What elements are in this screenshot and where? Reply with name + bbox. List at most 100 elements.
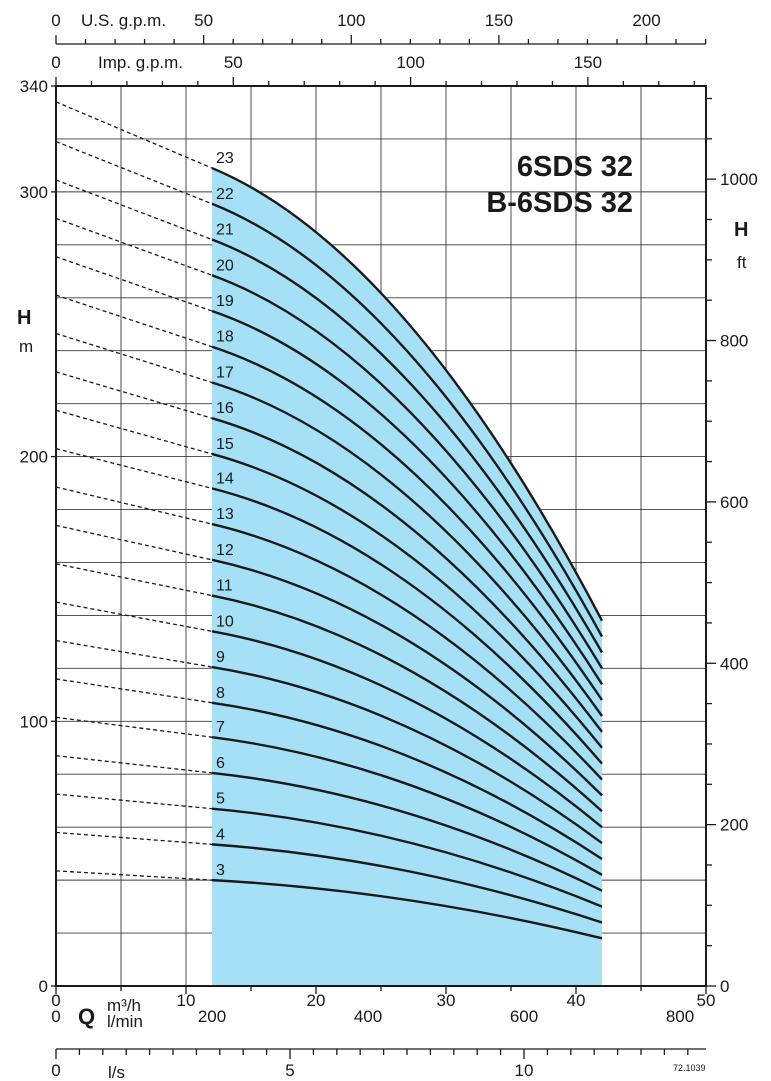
stage-label-7: 7 xyxy=(216,719,225,736)
stage-label-12: 12 xyxy=(216,542,234,559)
stage-label-13: 13 xyxy=(216,506,234,523)
curve-stage-6 xyxy=(211,771,603,892)
shutoff-line-stage-9 xyxy=(55,639,213,668)
top-axis-unit-us: U.S. g.p.m. xyxy=(81,11,166,30)
top-imp-tick-label: 150 xyxy=(574,53,602,72)
top-imp-tick-label: 100 xyxy=(396,53,424,72)
operating-range-fill xyxy=(212,168,602,986)
y-tick-label: 100 xyxy=(20,712,48,731)
curve-stage-15 xyxy=(211,452,603,749)
x-lmin-tick-label: 0 xyxy=(51,1007,60,1026)
stage-label-9: 9 xyxy=(216,649,225,666)
top-imp-tick-label: 0 xyxy=(51,53,60,72)
shutoff-line-stage-18 xyxy=(55,294,213,348)
x-tick-label: 30 xyxy=(437,991,456,1010)
stage-label-11: 11 xyxy=(216,578,233,595)
stage-label-20: 20 xyxy=(216,257,234,274)
y-tick-label: 340 xyxy=(20,77,48,96)
x-tick-label: 20 xyxy=(307,991,326,1010)
curve-stage-16 xyxy=(211,417,603,733)
curve-stage-14 xyxy=(211,487,603,765)
curve-stage-18 xyxy=(211,345,603,701)
y2-tick-label: 800 xyxy=(720,332,748,351)
stage-label-22: 22 xyxy=(216,186,234,203)
chart-title: 6SDS 32 B-6SDS 32 xyxy=(486,151,633,219)
shutoff-line-stage-21 xyxy=(55,179,213,241)
y2-tick-label: 1000 xyxy=(720,170,758,189)
stage-label-19: 19 xyxy=(216,293,234,310)
stage-label-8: 8 xyxy=(216,685,225,702)
curve-stage-4 xyxy=(211,843,603,924)
curve-stage-8 xyxy=(211,701,603,860)
curve-stage-21 xyxy=(211,238,604,654)
stage-labels: 3 4 5 6 7 8 9 10 11 12 13 14 15 16 17 18 19 20 21 22 23 xyxy=(216,150,234,879)
y2-tick-label: 600 xyxy=(720,493,748,512)
stage-label-5: 5 xyxy=(216,791,225,808)
stage-label-23: 23 xyxy=(216,150,234,167)
chart-code: 72.1039 xyxy=(673,1063,706,1073)
top-imp-tick-label: 50 xyxy=(224,53,243,72)
y-axis-label: H xyxy=(17,307,31,329)
curve-stage-12 xyxy=(211,558,603,797)
shutoff-line-stage-13 xyxy=(55,486,213,525)
x-tick-label: 0 xyxy=(51,991,60,1010)
stage-label-10: 10 xyxy=(216,613,234,630)
shutoff-line-stage-8 xyxy=(55,678,213,704)
title-line-2: B-6SDS 32 xyxy=(486,187,633,219)
x-tick-label: 50 xyxy=(697,991,716,1010)
y2-tick-label: 200 xyxy=(720,816,748,835)
stage-label-17: 17 xyxy=(216,364,234,381)
stage-label-18: 18 xyxy=(216,329,234,346)
y-tick-label: 200 xyxy=(20,448,48,467)
shutoff-line-stage-20 xyxy=(55,217,213,276)
shutoff-line-stage-3 xyxy=(55,870,213,881)
stage-label-4: 4 xyxy=(216,826,225,843)
stage-label-3: 3 xyxy=(216,862,225,879)
x-axis-unit-m3h: m³/h xyxy=(107,996,141,1015)
shutoff-dashed-lines xyxy=(55,101,213,881)
shutoff-line-stage-11 xyxy=(55,563,213,597)
curve-stage-20 xyxy=(211,274,604,669)
shutoff-line-stage-17 xyxy=(55,332,213,384)
x-lmin-tick-label: 400 xyxy=(354,1007,382,1026)
top-axis-unit-imp: Imp. g.p.m. xyxy=(98,53,183,72)
x-ls-tick-label: 0 xyxy=(51,1061,60,1080)
curve-stage-11 xyxy=(211,594,603,813)
shutoff-line-stage-4 xyxy=(55,831,213,846)
curve-stage-10 xyxy=(211,630,603,829)
stage-label-15: 15 xyxy=(216,436,234,453)
y-axis-unit: m xyxy=(19,337,33,356)
curve-stage-9 xyxy=(211,665,603,845)
top-us-tick-label: 150 xyxy=(485,11,513,30)
shutoff-line-stage-7 xyxy=(55,716,213,738)
y-tick-label: 0 xyxy=(39,977,48,996)
y-tick-label: 300 xyxy=(20,183,48,202)
stage-label-16: 16 xyxy=(216,400,234,417)
shutoff-line-stage-23 xyxy=(55,101,213,169)
curve-stage-3 xyxy=(211,878,603,940)
shutoff-line-stage-6 xyxy=(55,755,213,774)
curve-stage-13 xyxy=(211,522,603,781)
x-lmin-tick-label: 800 xyxy=(666,1007,694,1026)
curve-stage-23 xyxy=(211,166,604,622)
shutoff-line-stage-22 xyxy=(55,140,213,205)
stage-label-6: 6 xyxy=(216,755,225,772)
shutoff-line-stage-16 xyxy=(55,371,213,419)
top-us-tick-label: 200 xyxy=(632,11,660,30)
top-us-tick-label: 100 xyxy=(337,11,365,30)
x-tick-label: 10 xyxy=(177,991,196,1010)
shutoff-line-stage-15 xyxy=(55,409,213,455)
shutoff-line-stage-10 xyxy=(55,601,213,632)
x-axis-unit-lmin: l/min xyxy=(107,1012,143,1031)
stage-label-14: 14 xyxy=(216,470,234,487)
shutoff-line-stage-14 xyxy=(55,448,213,489)
stage-label-21: 21 xyxy=(216,222,234,239)
top-us-tick-label: 0 xyxy=(51,11,60,30)
x-ls-tick-label: 10 xyxy=(515,1061,534,1080)
x-lmin-tick-label: 200 xyxy=(198,1007,226,1026)
top-us-tick-label: 50 xyxy=(194,11,213,30)
shutoff-line-stage-12 xyxy=(55,524,213,561)
curve-stage-17 xyxy=(211,381,603,717)
